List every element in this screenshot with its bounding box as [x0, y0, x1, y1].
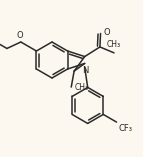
- Text: O: O: [104, 28, 110, 37]
- Text: O: O: [16, 31, 23, 40]
- Text: CH₃: CH₃: [74, 83, 88, 92]
- Text: N: N: [83, 66, 89, 75]
- Text: CF₃: CF₃: [119, 124, 133, 133]
- Text: CH₃: CH₃: [107, 40, 121, 49]
